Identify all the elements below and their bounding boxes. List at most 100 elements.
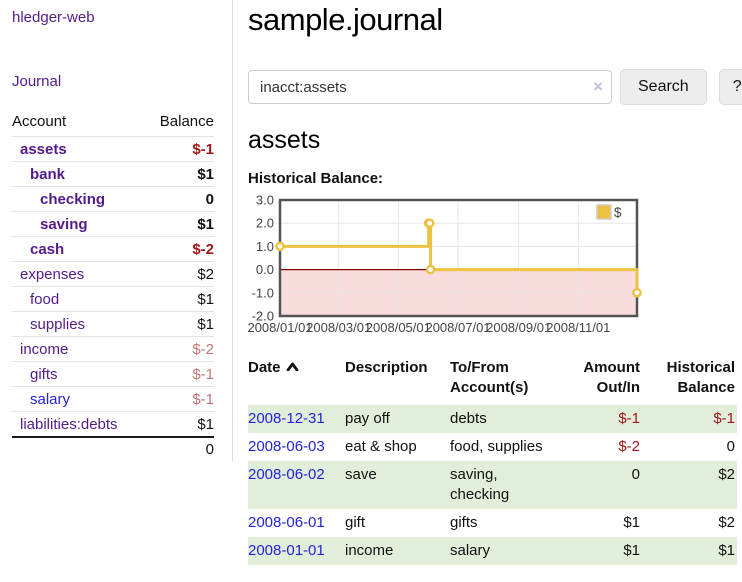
sidebar-account-assets[interactable]: assets	[20, 141, 67, 158]
search-form: × Search ?	[248, 69, 742, 105]
accounts-total-row: 0	[12, 436, 214, 461]
register-column-balance: Historical Balance	[642, 354, 737, 405]
transaction-description: income	[345, 537, 450, 565]
sidebar-item-journal[interactable]: Journal	[12, 73, 62, 90]
account-balance: $-2	[145, 336, 214, 362]
transaction-date-link[interactable]: 2008-12-31	[248, 410, 325, 427]
sidebar-account-food[interactable]: food	[30, 291, 60, 308]
account-name-cell: cash	[12, 236, 146, 262]
accounts-header-row: Account Balance	[12, 111, 214, 137]
register-column-accounts-label2: Account(s)	[450, 379, 529, 396]
sidebar-account-income[interactable]: income	[20, 341, 69, 358]
register-column-accounts: To/From Account(s)	[450, 354, 562, 405]
sidebar-account-bank[interactable]: bank	[30, 166, 66, 183]
transaction-balance: 0	[726, 438, 735, 455]
account-name-cell: gifts	[12, 361, 146, 387]
account-name-cell: saving	[12, 211, 146, 237]
account-row: liabilities:debts $1	[12, 411, 214, 437]
register-column-balance-label1: Historical	[666, 359, 735, 376]
sidebar-account-saving[interactable]: saving	[40, 216, 88, 233]
svg-text:-2.0: -2.0	[252, 309, 274, 324]
search-box: ×	[248, 70, 612, 104]
transaction-description: save	[345, 461, 450, 509]
account-balance: $-1	[145, 136, 214, 162]
svg-text:2008/11/01: 2008/11/01	[546, 320, 610, 335]
transaction-row: 2008-06-01 gift gifts $1 $2	[248, 509, 737, 537]
svg-text:$: $	[614, 205, 622, 220]
transaction-description: eat & shop	[345, 438, 417, 455]
transaction-date-link[interactable]: 2008-06-03	[248, 438, 325, 455]
page-title: sample.journal	[248, 2, 443, 37]
account-balance: $1	[145, 161, 214, 187]
account-row: checking 0	[12, 186, 214, 212]
sidebar-account-checking[interactable]: checking	[40, 191, 106, 208]
account-balance: 0	[145, 186, 214, 212]
account-row: gifts $-1	[12, 361, 214, 387]
transaction-balance: $-1	[642, 405, 737, 433]
sidebar-account-expenses[interactable]: expenses	[20, 266, 85, 283]
account-name-cell: assets	[12, 136, 146, 162]
account-name-cell: food	[12, 286, 146, 312]
account-row: food $1	[12, 286, 214, 312]
account-name-cell: checking	[12, 186, 146, 212]
register-column-balance-label2: Balance	[677, 379, 735, 396]
sidebar-account-gifts[interactable]: gifts	[30, 366, 58, 383]
historical-balance-chart: $3.0 2.0 1.0 0.0 -1.0 -2.0 2008/01/01 2008/03/0…	[247, 193, 742, 338]
accounts-column-balance: Balance	[159, 113, 214, 130]
transaction-date-link[interactable]: 2008-06-01	[248, 514, 325, 531]
account-name-cell: income	[12, 336, 146, 362]
svg-text:2.0: 2.0	[256, 216, 274, 231]
account-balance: $-1	[145, 386, 214, 412]
transaction-date-cell: 2008-01-01	[248, 537, 345, 565]
transaction-accounts: food, supplies	[450, 438, 543, 455]
transaction-description: pay off	[345, 405, 450, 433]
svg-text:1.0: 1.0	[256, 239, 274, 254]
accounts-column-account: Account	[12, 113, 67, 130]
transaction-row: 2008-12-31 pay off debts $-1 $-1	[248, 405, 737, 433]
transaction-balance: $2	[718, 514, 735, 531]
transaction-amount: $-2	[618, 438, 640, 455]
transaction-accounts: gifts	[450, 514, 478, 531]
transaction-row: 2008-06-03 eat & shop food, supplies $-2 0	[248, 433, 737, 461]
brand-link[interactable]: hledger-web	[12, 9, 95, 26]
transaction-balance: $1	[642, 537, 737, 565]
account-balance: $1	[145, 211, 214, 237]
search-button[interactable]: Search	[620, 69, 707, 105]
account-row: salary $-1	[12, 386, 214, 412]
register-column-date-label: Date	[248, 359, 281, 376]
account-row: cash $-2	[12, 236, 214, 262]
account-balance: $2	[145, 261, 214, 287]
transaction-date-cell: 2008-06-02	[248, 461, 345, 509]
transaction-balance: $2	[642, 461, 737, 509]
svg-text:2008/09/01: 2008/09/01	[486, 320, 551, 335]
transaction-row: 2008-06-02 save saving, checking 0 $2	[248, 461, 737, 509]
transaction-date-link[interactable]: 2008-06-02	[248, 466, 325, 483]
account-name-cell: expenses	[12, 261, 146, 287]
transaction-date-cell: 2008-12-31	[248, 405, 345, 433]
account-row: supplies $1	[12, 311, 214, 337]
sidebar-account-salary[interactable]: salary	[30, 391, 71, 408]
transaction-accounts: salary	[450, 537, 562, 565]
account-balance: $1	[145, 411, 214, 437]
register-column-description: Description	[345, 354, 450, 405]
account-name-cell: bank	[12, 161, 146, 187]
account-row: income $-2	[12, 336, 214, 362]
register-header-row: Date Description To/From Account(s) Amou…	[248, 354, 737, 405]
account-row: saving $1	[12, 211, 214, 237]
clear-search-icon[interactable]: ×	[593, 77, 603, 96]
transaction-date-cell: 2008-06-03	[248, 433, 345, 461]
help-button[interactable]: ?	[718, 69, 742, 105]
register-column-amount-label1: Amount	[583, 359, 640, 376]
register-column-date[interactable]: Date	[248, 354, 345, 405]
register-table: Date Description To/From Account(s) Amou…	[248, 354, 737, 565]
search-input[interactable]	[248, 70, 612, 104]
accounts-total-value: 0	[145, 436, 214, 461]
sidebar-account-liabilities-debts[interactable]: liabilities:debts	[20, 416, 118, 433]
transaction-date-link[interactable]: 2008-01-01	[248, 542, 325, 559]
sidebar-account-supplies[interactable]: supplies	[30, 316, 86, 333]
chart-title: Historical Balance:	[248, 170, 384, 187]
account-row: assets $-1	[12, 136, 214, 162]
svg-text:0.0: 0.0	[256, 262, 274, 277]
sidebar-account-cash[interactable]: cash	[30, 241, 65, 258]
